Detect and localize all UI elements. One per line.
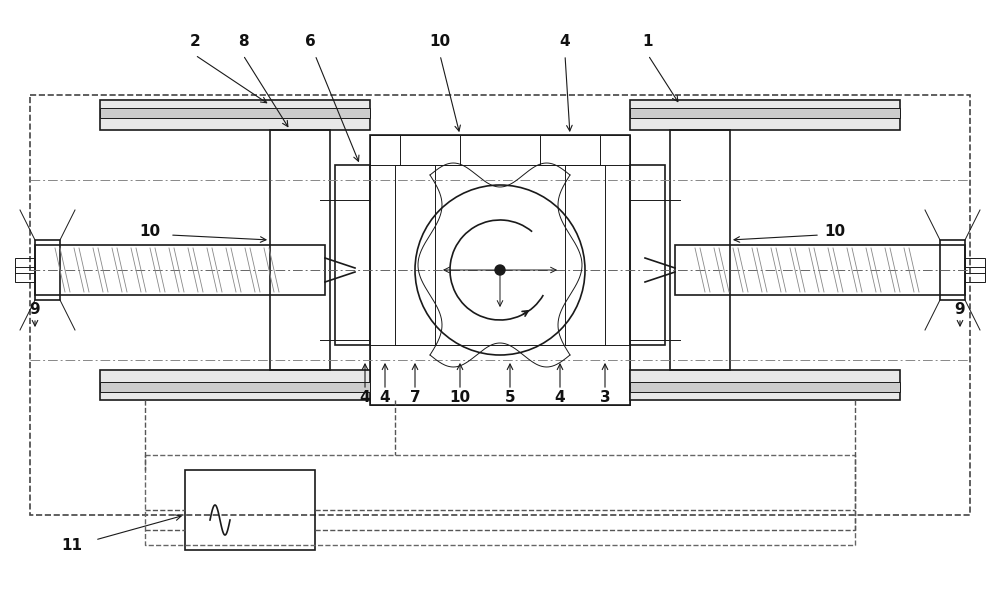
Text: 1: 1 bbox=[643, 35, 653, 49]
Text: 10: 10 bbox=[139, 225, 161, 240]
Text: 7: 7 bbox=[410, 390, 420, 405]
Text: 9: 9 bbox=[30, 303, 40, 318]
Bar bbox=[100, 370, 370, 400]
Bar bbox=[100, 100, 370, 130]
Bar bbox=[630, 382, 900, 392]
Bar bbox=[630, 165, 665, 345]
Circle shape bbox=[495, 265, 505, 275]
Bar bbox=[940, 240, 965, 300]
Text: 4: 4 bbox=[555, 390, 565, 405]
Bar bbox=[400, 135, 460, 165]
Text: 11: 11 bbox=[62, 538, 82, 552]
Bar bbox=[145, 455, 855, 545]
Text: 4: 4 bbox=[560, 35, 570, 49]
Text: 9: 9 bbox=[955, 303, 965, 318]
Text: 5: 5 bbox=[505, 390, 515, 405]
Bar bbox=[100, 108, 370, 118]
Bar bbox=[370, 135, 630, 165]
Bar bbox=[270, 130, 330, 370]
Bar bbox=[335, 165, 370, 345]
Bar bbox=[395, 165, 435, 345]
Bar bbox=[630, 100, 900, 130]
Bar bbox=[540, 135, 600, 165]
Text: 4: 4 bbox=[360, 390, 370, 405]
Bar bbox=[965, 267, 985, 282]
Bar bbox=[670, 130, 730, 370]
Bar bbox=[30, 95, 970, 515]
Bar bbox=[185, 470, 315, 550]
Text: 10: 10 bbox=[429, 35, 451, 49]
Text: 6: 6 bbox=[305, 35, 315, 49]
Bar bbox=[565, 165, 605, 345]
Bar bbox=[675, 245, 965, 295]
Text: 10: 10 bbox=[449, 390, 471, 405]
Text: 10: 10 bbox=[824, 225, 846, 240]
Bar bbox=[370, 135, 630, 405]
Text: 3: 3 bbox=[600, 390, 610, 405]
Bar bbox=[100, 382, 370, 392]
Bar bbox=[630, 370, 900, 400]
Text: 2: 2 bbox=[190, 35, 200, 49]
Bar bbox=[965, 258, 985, 273]
Bar bbox=[630, 108, 900, 118]
Bar bbox=[15, 258, 35, 273]
Bar bbox=[370, 345, 630, 405]
Text: 8: 8 bbox=[238, 35, 248, 49]
Text: 4: 4 bbox=[380, 390, 390, 405]
Bar bbox=[15, 267, 35, 282]
Bar bbox=[35, 240, 60, 300]
Bar bbox=[35, 245, 325, 295]
